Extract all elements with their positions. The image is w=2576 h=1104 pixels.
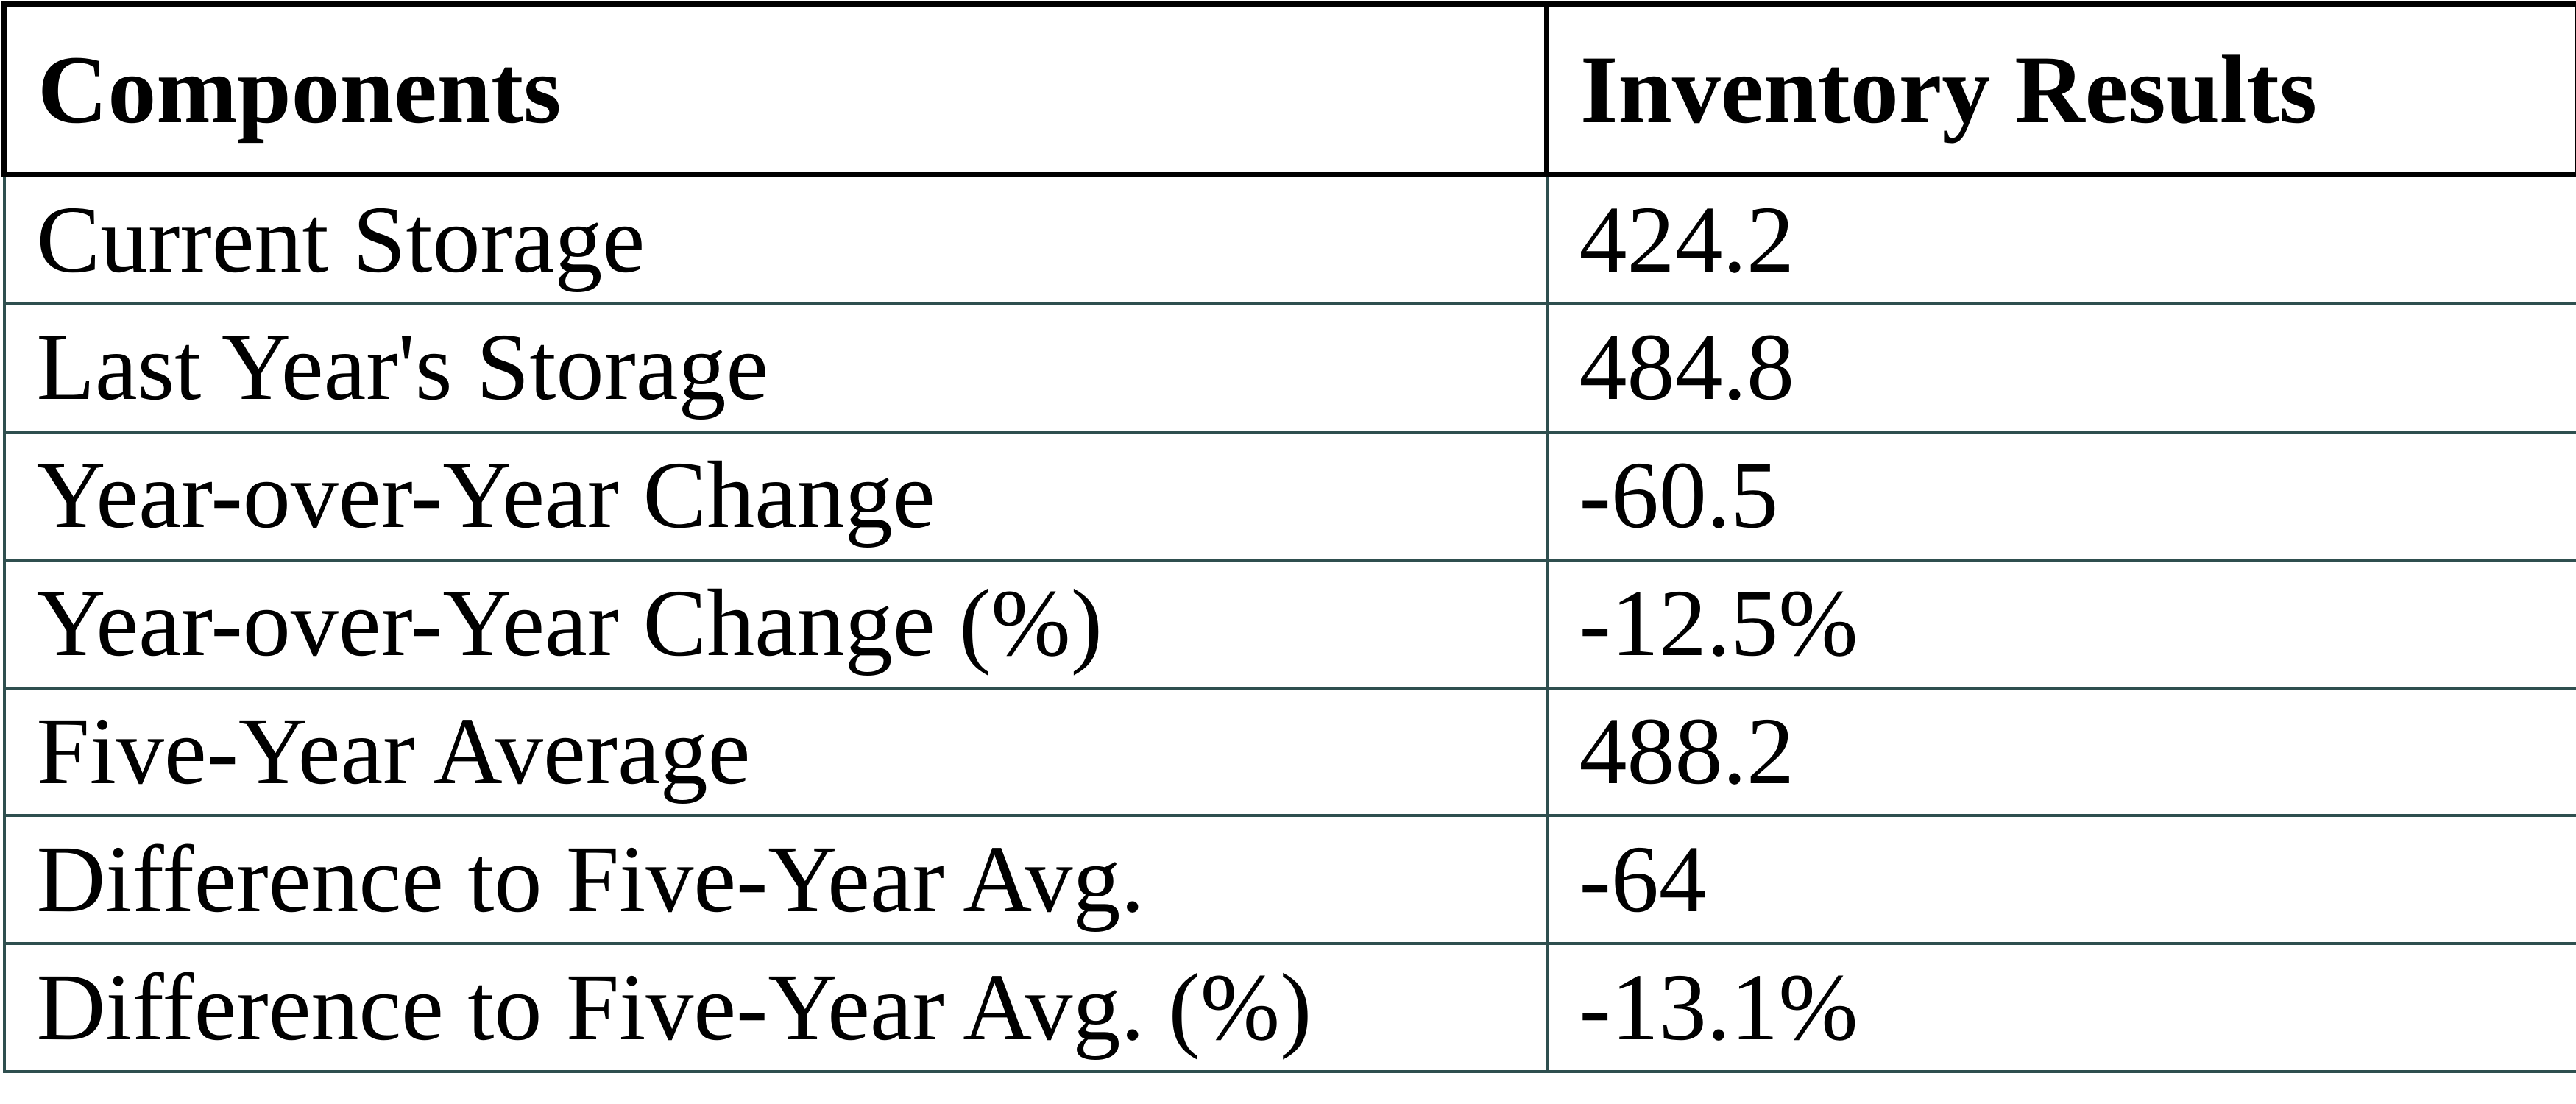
components-column-header: Components — [1, 1, 1549, 177]
table-row-diff-five-year-avg: Difference to Five-Year Avg. -64 — [2, 814, 2576, 946]
result-cell: 484.8 — [1545, 302, 2576, 434]
result-cell: -13.1% — [1545, 942, 2576, 1073]
table-row-diff-five-year-avg-pct: Difference to Five-Year Avg. (%) -13.1% — [2, 942, 2576, 1073]
component-cell: Year-over-Year Change (%) — [2, 558, 1549, 690]
component-cell: Year-over-Year Change — [2, 430, 1549, 562]
table-row-yoy-change: Year-over-Year Change -60.5 — [2, 430, 2576, 562]
result-cell: -60.5 — [1545, 430, 2576, 562]
inventory-results-table: Components Inventory Results Current Sto… — [1, 1, 2576, 1073]
table-row-last-year-storage: Last Year's Storage 484.8 — [2, 302, 2576, 434]
component-cell: Difference to Five-Year Avg. — [2, 814, 1549, 946]
inventory-results-column-header: Inventory Results — [1544, 1, 2576, 177]
component-cell: Current Storage — [2, 173, 1549, 306]
table-row-five-year-average: Five-Year Average 488.2 — [2, 686, 2576, 818]
component-cell: Last Year's Storage — [2, 302, 1549, 434]
component-cell: Five-Year Average — [2, 686, 1549, 818]
result-cell: -64 — [1545, 814, 2576, 946]
header-row: Components Inventory Results — [1, 1, 2576, 177]
table-row-yoy-change-pct: Year-over-Year Change (%) -12.5% — [2, 558, 2576, 690]
result-cell: -12.5% — [1545, 558, 2576, 690]
result-cell: 424.2 — [1545, 173, 2576, 306]
component-cell: Difference to Five-Year Avg. (%) — [2, 942, 1549, 1073]
table-row-current-storage: Current Storage 424.2 — [2, 173, 2576, 306]
result-cell: 488.2 — [1545, 686, 2576, 818]
